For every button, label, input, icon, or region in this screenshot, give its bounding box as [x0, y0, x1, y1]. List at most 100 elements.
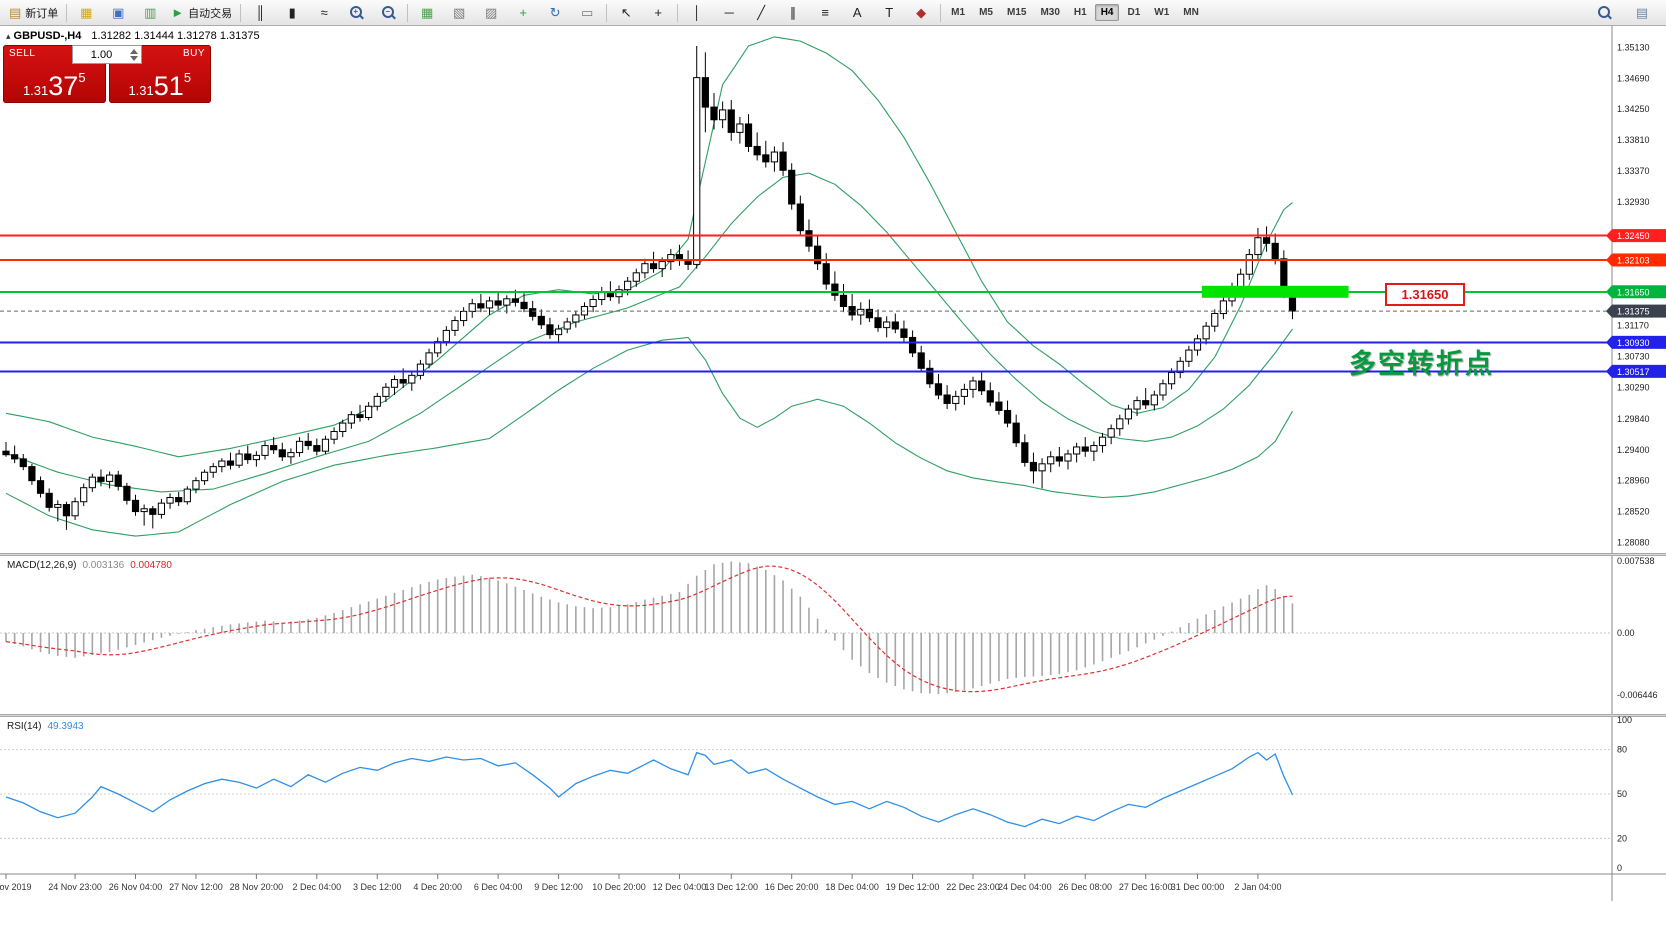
price-tag-1.32450: 1.32450: [1606, 229, 1666, 243]
new-order-button[interactable]: ▤ 新订单: [4, 1, 63, 25]
candle: [1038, 458, 1046, 489]
cascade-windows-button[interactable]: ▧: [443, 1, 475, 25]
toolbar: ▤ 新订单 ▦ ▣ ▥ ► 自动交易 ║ ▮ ≈ + − ▦ ▧ ▨ + ↻ ▭ ↖ + │ ─ ╱ ∥ ≡ A T ◆ M1 M5 M1…: [0, 0, 1666, 26]
candle: [140, 504, 148, 526]
candle: [330, 427, 338, 445]
time-axis-label: 2 Dec 04:00: [293, 882, 342, 892]
timeframe-button-w1[interactable]: W1: [1154, 7, 1170, 18]
candle: [304, 432, 312, 450]
time-axis-label: 12 Dec 04:00: [653, 882, 707, 892]
price-axis[interactable]: 1.35130 1.34690 1.34250 1.33810 1.33370 1.329…: [1606, 26, 1666, 901]
candle: [1245, 248, 1253, 280]
data-window-button[interactable]: ▤: [1626, 1, 1658, 25]
new-chart-button[interactable]: +: [507, 1, 539, 25]
crosshair-button[interactable]: +: [642, 1, 674, 25]
time-axis[interactable]: 21 Nov 2019 24 Nov 23:00 26 Nov 04:00 27 No…: [0, 873, 1666, 892]
price-axis-label: 1.31170: [1617, 320, 1649, 330]
highlight-zone[interactable]: [1201, 285, 1349, 298]
chart-canvas[interactable]: 1.35130 1.34690 1.34250 1.33810 1.33370 1.329…: [0, 26, 1666, 949]
candle: [641, 258, 649, 279]
candle: [382, 383, 390, 403]
text-label-button[interactable]: T: [873, 1, 905, 25]
search-button[interactable]: [1588, 1, 1620, 25]
candle: [615, 285, 623, 304]
text-icon: A: [852, 5, 862, 20]
candle: [62, 501, 71, 530]
timeframe-button-h1[interactable]: H1: [1073, 7, 1087, 18]
sell-button[interactable]: SELL 1.31375: [3, 45, 106, 103]
candle: [157, 498, 166, 519]
equidistant-channel-button[interactable]: ∥: [777, 1, 809, 25]
candle: [1262, 226, 1271, 252]
vertical-line-button[interactable]: │: [681, 1, 713, 25]
lot-down-button[interactable]: [130, 55, 138, 61]
candle: [36, 476, 45, 498]
trendline-button[interactable]: ╱: [745, 1, 777, 25]
panel-separator[interactable]: [0, 553, 1666, 556]
shapes-icon: ◆: [916, 5, 927, 20]
timeframe-toolbar: M1 M5 M15 M30 H1 H4 D1 W1 MN: [944, 4, 1206, 21]
new-order-label: 新订单: [25, 7, 59, 20]
candle: [270, 437, 278, 454]
timeframe-button-mn[interactable]: MN: [1183, 7, 1199, 18]
buy-price: 1.31515: [128, 70, 192, 101]
candle: [1159, 379, 1167, 401]
toolbar-separator: [66, 3, 68, 22]
timeframe-button-m1[interactable]: M1: [951, 7, 966, 18]
lot-size-box: [72, 45, 142, 64]
shapes-button[interactable]: ◆: [905, 1, 937, 25]
market-watch-button[interactable]: ▥: [134, 1, 166, 25]
candle: [1142, 387, 1150, 410]
macd-indicator-label: MACD(12,26,9) 0.003136 0.004780: [7, 560, 172, 571]
chart-annotation-text[interactable]: 多空转折点: [1349, 349, 1494, 379]
timeframe-button-m30[interactable]: M30: [1040, 7, 1060, 18]
svg-text:1.31375: 1.31375: [1617, 307, 1650, 317]
candle: [244, 445, 252, 464]
refresh-button[interactable]: ↻: [539, 1, 571, 25]
fibonacci-icon: ≡: [821, 5, 829, 20]
profiles-button[interactable]: ▣: [102, 1, 134, 25]
data-window-icon: ▤: [1635, 5, 1649, 20]
autotrading-button[interactable]: ► 自动交易: [166, 1, 237, 25]
candle: [883, 316, 891, 338]
lot-up-button[interactable]: [130, 48, 138, 54]
candle: [287, 448, 295, 464]
timeframe-button-m5[interactable]: M5: [979, 7, 993, 18]
bar-chart-button[interactable]: ║: [244, 1, 276, 25]
candle: [131, 494, 140, 516]
candle: [365, 402, 373, 421]
candle: [11, 445, 19, 464]
fibonacci-button[interactable]: ≡: [809, 1, 841, 25]
charts-button[interactable]: ▦: [70, 1, 102, 25]
candle: [71, 497, 79, 520]
chart-collapse-icon[interactable]: ▴: [6, 31, 11, 41]
line-chart-button[interactable]: ≈: [308, 1, 340, 25]
candle: [278, 442, 286, 462]
templates-button[interactable]: ▭: [571, 1, 603, 25]
timeframe-button-h4[interactable]: H4: [1094, 4, 1120, 21]
toolbar-right: ▤: [1588, 1, 1662, 25]
toolbar-separator: [407, 3, 409, 22]
lot-input[interactable]: [73, 48, 130, 61]
cursor-icon: ↖: [620, 5, 632, 20]
candle: [960, 383, 968, 405]
time-axis-label: 27 Nov 12:00: [169, 882, 223, 892]
candle: [175, 491, 183, 506]
text-button[interactable]: A: [841, 1, 873, 25]
horizontal-line-button[interactable]: ─: [713, 1, 745, 25]
bollinger-upper-band: [5, 36, 1293, 458]
cursor-button[interactable]: ↖: [610, 1, 642, 25]
candle: [192, 477, 200, 494]
candle: [813, 234, 822, 271]
zoom-in-button[interactable]: +: [340, 1, 372, 25]
arrange-windows-button[interactable]: ▨: [475, 1, 507, 25]
price-callout-label[interactable]: 1.31650: [1385, 283, 1465, 306]
candlestick-chart-button[interactable]: ▮: [276, 1, 308, 25]
candle: [416, 359, 425, 380]
tile-windows-button[interactable]: ▦: [411, 1, 443, 25]
timeframe-button-d1[interactable]: D1: [1127, 7, 1141, 18]
zoom-out-button[interactable]: −: [372, 1, 404, 25]
candle: [770, 146, 779, 172]
panel-separator[interactable]: [0, 714, 1666, 717]
timeframe-button-m15[interactable]: M15: [1006, 7, 1027, 18]
